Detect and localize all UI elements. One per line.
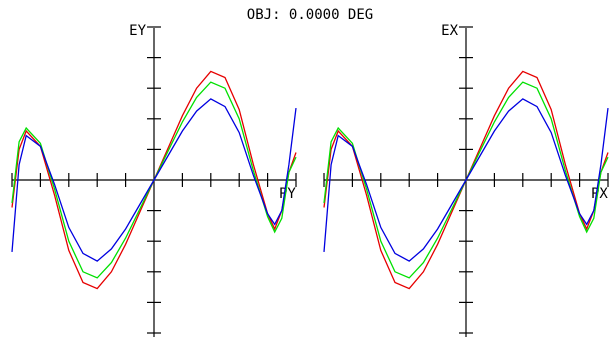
x-axis-label: PY bbox=[279, 186, 296, 202]
series-line-2 bbox=[323, 98, 609, 262]
series-line-1 bbox=[323, 81, 609, 279]
y-axis-label: EX bbox=[441, 23, 458, 39]
series-line-2 bbox=[11, 98, 297, 262]
x-axis-label: PX bbox=[591, 186, 608, 202]
sagittal-fan-panel: EX PX bbox=[323, 23, 609, 337]
series-line-1 bbox=[11, 81, 297, 279]
tangential-fan-panel: EY PY bbox=[11, 23, 297, 337]
plot-title: OBJ: 0.0000 DEG bbox=[247, 7, 373, 23]
y-axis-label: EY bbox=[129, 23, 146, 39]
